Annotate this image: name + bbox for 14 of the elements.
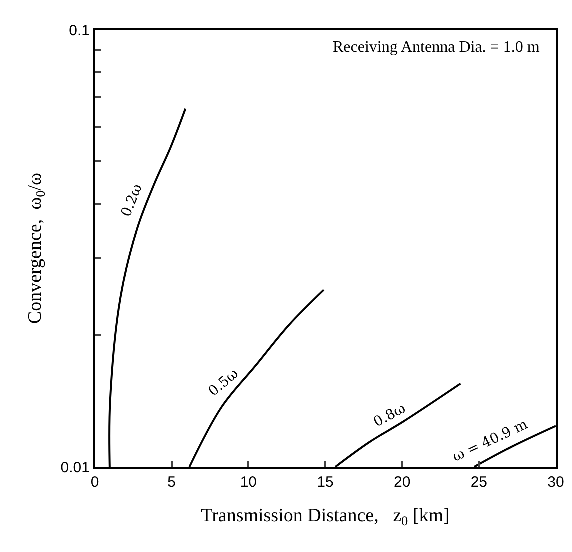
y-tick-label: 0.1 <box>69 22 90 40</box>
x-axis-title: Transmission Distance, z$_{0}$ [km] <box>201 505 450 528</box>
y-tick-label: 0.01 <box>60 459 90 476</box>
text: 0.2ω <box>118 182 146 220</box>
x-tick-label: 25 <box>470 474 488 491</box>
text: ω = 40.9 m <box>450 416 531 466</box>
x-tick-label: 10 <box>240 474 258 491</box>
x-tick-label: 5 <box>168 474 176 491</box>
x-tick-label: 20 <box>394 474 411 491</box>
x-tick-label: 0 <box>90 474 100 491</box>
x-tick-label: 15 <box>317 474 334 491</box>
text: 0.8ω <box>371 400 409 431</box>
x-tick-label: 30 <box>548 474 564 491</box>
annotation: Receiving Antenna Dia. = 1.0 m <box>333 39 540 56</box>
